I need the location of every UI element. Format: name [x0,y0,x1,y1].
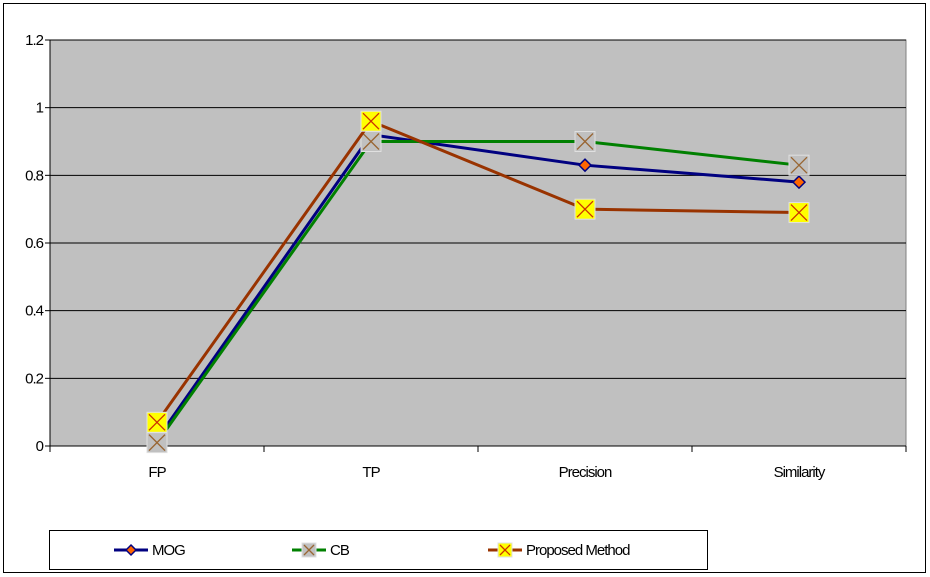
y-tick-label: 0 [36,438,44,455]
data-point [791,175,807,190]
series-line [155,140,800,444]
legend-item: MOG [112,539,186,561]
x-tick-label: FP [148,464,166,481]
series-1 [146,131,810,454]
x-tick-label: Precision [559,464,612,481]
data-point [146,411,168,433]
y-axis: 0 0.2 0.4 0.6 0.8 1 1.2 [25,32,51,455]
y-tick-label: 1.2 [25,32,44,49]
legend: MOG CB Proposed Method [49,530,708,570]
y-tick-label: 0.8 [25,167,44,184]
data-point [360,131,382,152]
legend-item: Proposed Method [486,539,630,561]
data-point [497,542,513,558]
legend-swatch [488,542,522,558]
legend-swatch [292,542,326,558]
data-point [360,110,382,132]
y-tick-label: 0.6 [25,235,44,252]
x-tick-label: Similarity [774,464,826,481]
y-tick-label: 0.2 [25,370,44,387]
data-point [574,131,596,152]
legend-label: MOG [152,541,186,559]
gridlines [50,39,906,379]
series-layer [146,110,810,454]
legend-label: Proposed Method [526,541,630,559]
y-tick-label: 1 [36,100,44,117]
data-point [301,542,317,558]
x-tick-label: TP [362,464,380,481]
data-point [574,198,596,220]
legend-item: CB [290,539,350,561]
data-point [577,158,593,173]
data-point [146,432,168,454]
x-axis: FP TP Precision Similarity [49,445,907,481]
series-line [155,133,800,441]
legend-label: CB [330,541,350,559]
data-point [788,154,810,176]
series-2 [146,110,810,433]
legend-swatch [114,543,148,557]
data-point [788,202,810,224]
data-point [124,543,138,557]
series-line [155,119,800,424]
y-tick-label: 0.4 [25,303,44,320]
